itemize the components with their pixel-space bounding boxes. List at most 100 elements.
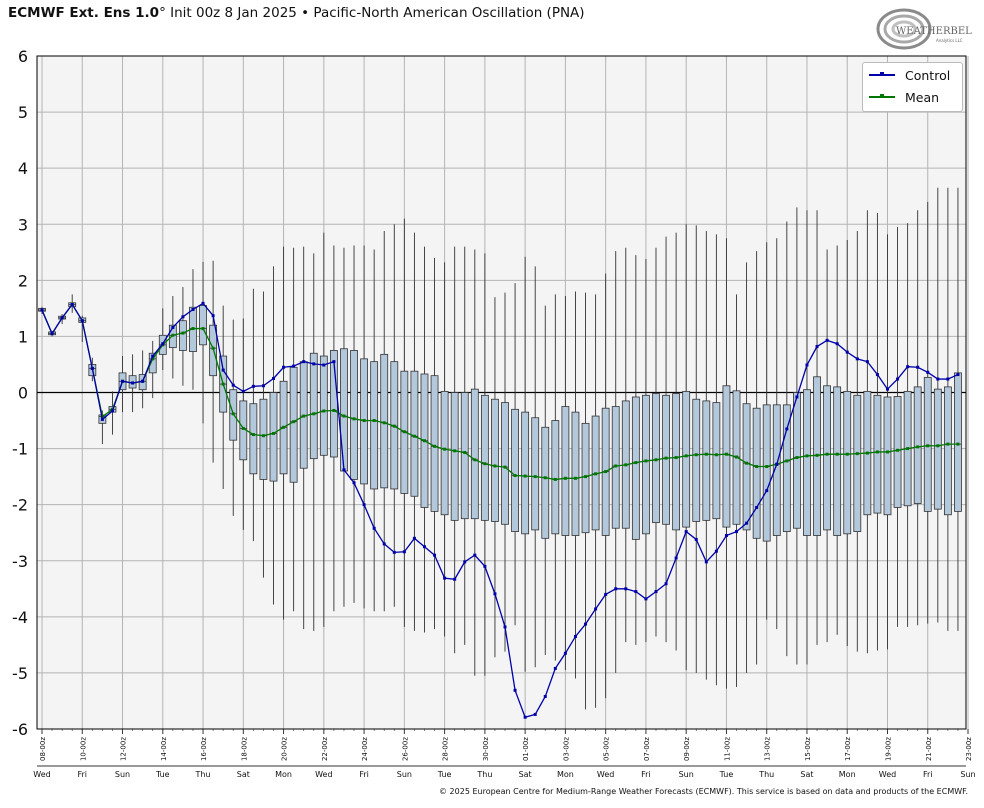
- mean-point: [634, 461, 638, 465]
- mean-point: [272, 431, 276, 435]
- copyright-notice: © 2025 European Centre for Medium-Range …: [439, 787, 968, 796]
- box: [541, 426, 550, 539]
- mean-point: [201, 327, 205, 331]
- chart-legend: Control Mean: [862, 62, 963, 112]
- box: [289, 366, 298, 483]
- control-point: [251, 384, 255, 388]
- mean-point: [191, 327, 195, 331]
- mean-point: [956, 442, 960, 446]
- mean-point: [443, 447, 447, 451]
- mean-point: [906, 447, 910, 451]
- control-point: [543, 694, 547, 698]
- y-tick-label: 1: [18, 327, 28, 346]
- box: [943, 386, 952, 516]
- control-point: [221, 368, 225, 372]
- control-point: [634, 590, 638, 594]
- control-point: [594, 607, 598, 611]
- box: [350, 350, 358, 480]
- x-tick-label: 05-00z: [603, 737, 611, 761]
- control-point: [231, 383, 235, 387]
- mean-point: [563, 476, 567, 480]
- box: [843, 390, 852, 535]
- mean-point: [211, 346, 215, 350]
- control-point: [805, 363, 809, 367]
- box: [440, 390, 449, 516]
- plot-frame: [36, 55, 967, 730]
- mean-point: [453, 449, 457, 453]
- y-tick-label: -5: [12, 664, 28, 683]
- control-point: [875, 373, 879, 377]
- mean-point: [241, 426, 245, 430]
- mean-point: [533, 475, 537, 479]
- control-point: [453, 577, 457, 581]
- y-tick-label: 4: [18, 159, 28, 178]
- mean-point: [875, 450, 879, 454]
- control-point: [815, 345, 819, 349]
- x-tick-label: 21-00z: [925, 737, 933, 761]
- y-tick-label: 5: [18, 103, 28, 122]
- mean-point: [745, 461, 749, 465]
- day-label: Fri: [77, 770, 87, 779]
- control-point: [906, 365, 910, 369]
- control-point: [865, 360, 869, 364]
- box: [913, 386, 922, 504]
- y-tick-label: -6: [12, 720, 28, 739]
- control-point: [392, 550, 396, 554]
- day-label: Wed: [315, 770, 332, 779]
- mean-point: [251, 433, 255, 437]
- control-point: [553, 666, 557, 670]
- day-label: Thu: [195, 770, 211, 779]
- day-label: Sat: [237, 770, 250, 779]
- box: [199, 305, 207, 346]
- control-point: [735, 530, 739, 534]
- control-point: [624, 587, 628, 591]
- day-label: Mon: [839, 770, 856, 779]
- x-tick-label: 18-00z: [240, 737, 248, 761]
- x-tick-label: 09-00z: [683, 737, 691, 761]
- mean-point: [523, 474, 527, 478]
- x-tick-label: 26-00z: [401, 737, 409, 761]
- box: [460, 392, 469, 520]
- box: [491, 398, 499, 522]
- x-tick-label: 23-00z: [965, 737, 973, 761]
- mean-point: [765, 465, 769, 469]
- box: [954, 372, 962, 512]
- control-point: [422, 545, 426, 549]
- control-point: [171, 325, 175, 329]
- control-point: [372, 526, 376, 530]
- mean-point: [493, 464, 497, 468]
- mean-point: [825, 452, 829, 456]
- mean-point: [543, 476, 547, 480]
- control-point: [332, 360, 336, 364]
- mean-point: [694, 453, 698, 457]
- mean-line: [41, 303, 958, 481]
- control-point: [664, 582, 668, 586]
- control-point: [100, 417, 104, 421]
- control-point: [845, 350, 849, 354]
- y-tick-label: 3: [18, 215, 28, 234]
- mean-point: [896, 448, 900, 452]
- chart-title: ECMWF Ext. Ens 1.0° Init 00z 8 Jan 2025 …: [8, 5, 585, 21]
- control-point: [614, 587, 618, 591]
- control-point: [795, 395, 799, 399]
- mean-point: [624, 463, 628, 467]
- mean-point: [483, 462, 487, 466]
- box: [692, 398, 701, 522]
- control-line: [41, 302, 959, 719]
- box: [571, 411, 580, 536]
- control-point: [80, 319, 84, 323]
- box: [712, 402, 721, 520]
- mean-point: [885, 450, 889, 454]
- mean-point: [674, 456, 678, 460]
- box: [772, 404, 781, 536]
- mean-point: [231, 412, 235, 416]
- day-label: Thu: [758, 770, 774, 779]
- control-point: [40, 308, 44, 312]
- control-point: [312, 362, 316, 366]
- control-point: [644, 597, 648, 601]
- mean-point: [865, 451, 869, 455]
- x-tick-label: 10-00z: [79, 737, 87, 761]
- control-point: [513, 688, 517, 692]
- mean-swatch: [869, 94, 895, 98]
- weatherbell-logo: WEATHERBELL Analytics LLC: [876, 8, 972, 50]
